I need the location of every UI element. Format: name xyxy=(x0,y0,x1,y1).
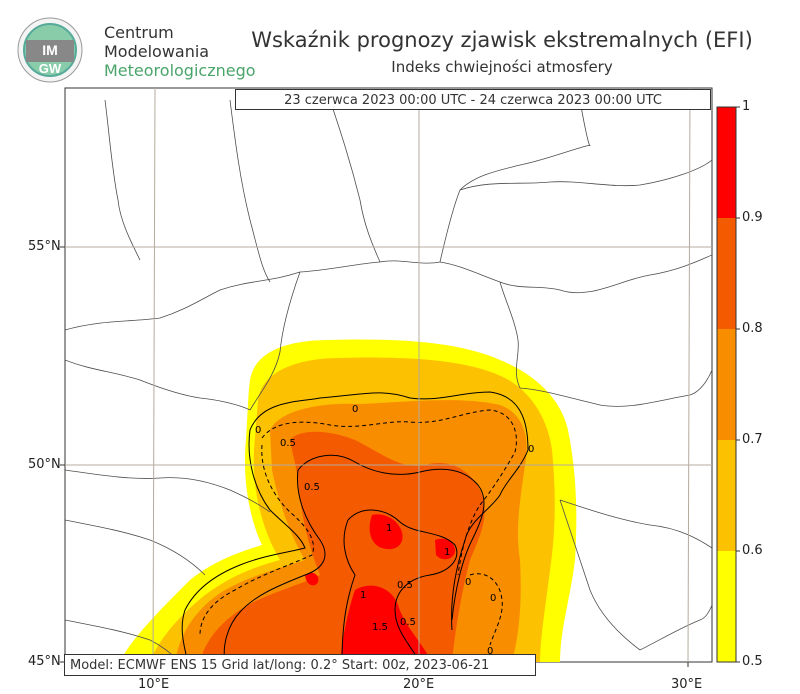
contour-label: 0 xyxy=(465,577,471,588)
colorbar-segment-orange xyxy=(717,329,736,440)
contour-label: 0.5 xyxy=(400,617,416,628)
model-info: Model: ECMWF ENS 15 Grid lat/long: 0.2° … xyxy=(64,654,536,676)
colorbar xyxy=(716,106,740,663)
contour-line-dashed-2 xyxy=(199,444,314,636)
contour-label: 0 xyxy=(487,646,493,657)
contour-label: 0 xyxy=(352,404,358,415)
imgw-logo: IM GW Centrum Modelowania Meteorologiczn… xyxy=(16,16,266,86)
contour-label: 1 xyxy=(444,547,450,558)
lat-label-45: 45°N xyxy=(28,654,61,669)
efi-dark-orange-area xyxy=(200,431,485,662)
colorbar-tick-label: 0.5 xyxy=(742,654,763,669)
lon-label-20: 20°E xyxy=(403,677,435,692)
lon-label-10: 10°E xyxy=(138,677,170,692)
contour-label: 0.5 xyxy=(397,580,413,591)
contour-labels: 0 0 0.5 0.5 1 1 0.5 1 0.5 1.5 0 0 0 0 xyxy=(255,404,534,657)
colorbar-segment-dark-orange xyxy=(717,218,736,329)
contour-line-1-b xyxy=(341,519,356,662)
colorbar-segment-gold xyxy=(717,440,736,551)
contour-label: 1 xyxy=(386,523,392,534)
contour-line-05-a xyxy=(297,454,485,621)
efi-red-area-west xyxy=(305,572,319,586)
contour-line-east xyxy=(469,573,503,646)
efi-red-area-south xyxy=(340,585,432,662)
contour-label: 0 xyxy=(255,425,261,436)
contour-line-dashed-1 xyxy=(261,409,517,576)
lon-label-30: 30°E xyxy=(671,677,703,692)
org-line-3: Meteorologicznego xyxy=(104,61,256,80)
logo-text-top: IM xyxy=(42,42,58,58)
logo-text-bottom: GW xyxy=(39,61,62,76)
colorbar-tick-label: 1 xyxy=(742,99,751,114)
colorbar-segment-yellow xyxy=(717,551,736,662)
contour-label: 1.5 xyxy=(372,622,388,633)
org-line-2: Modelowania xyxy=(104,42,210,61)
page-subtitle: Indeks chwiejności atmosfery xyxy=(391,58,613,76)
efi-red-area-east xyxy=(435,538,456,560)
lat-label-50: 50°N xyxy=(28,457,61,472)
contour-label: 1 xyxy=(360,590,366,601)
colorbar-tick-label: 0.7 xyxy=(742,432,763,447)
contour-line-1 xyxy=(347,509,458,662)
contour-label: 0 xyxy=(490,593,496,604)
contour-line-0-outer xyxy=(249,391,529,631)
date-range: 23 czerwca 2023 00:00 UTC - 24 czerwca 2… xyxy=(235,89,711,110)
contour-label: 0 xyxy=(528,444,534,455)
imgw-logo-emblem: IM GW xyxy=(17,17,83,83)
contour-line-05-b xyxy=(223,469,326,662)
graticule xyxy=(65,87,712,663)
contour-label: 0.5 xyxy=(304,482,320,493)
colorbar-tick-label: 0.6 xyxy=(742,543,763,558)
contour-line-0-west xyxy=(181,429,306,662)
colorbar-tick-label: 0.8 xyxy=(742,321,763,336)
colorbar-tick-label: 0.9 xyxy=(742,210,763,225)
efi-red-area-north xyxy=(369,514,403,550)
page-title: Wskaźnik prognozy zjawisk ekstremalnych … xyxy=(251,28,753,52)
lat-label-55: 55°N xyxy=(28,239,61,254)
org-name: Centrum Modelowania Meteorologicznego xyxy=(104,23,256,80)
org-line-1: Centrum xyxy=(104,23,174,42)
colorbar-segment-red xyxy=(717,107,736,218)
contour-label: 0.5 xyxy=(280,438,296,449)
